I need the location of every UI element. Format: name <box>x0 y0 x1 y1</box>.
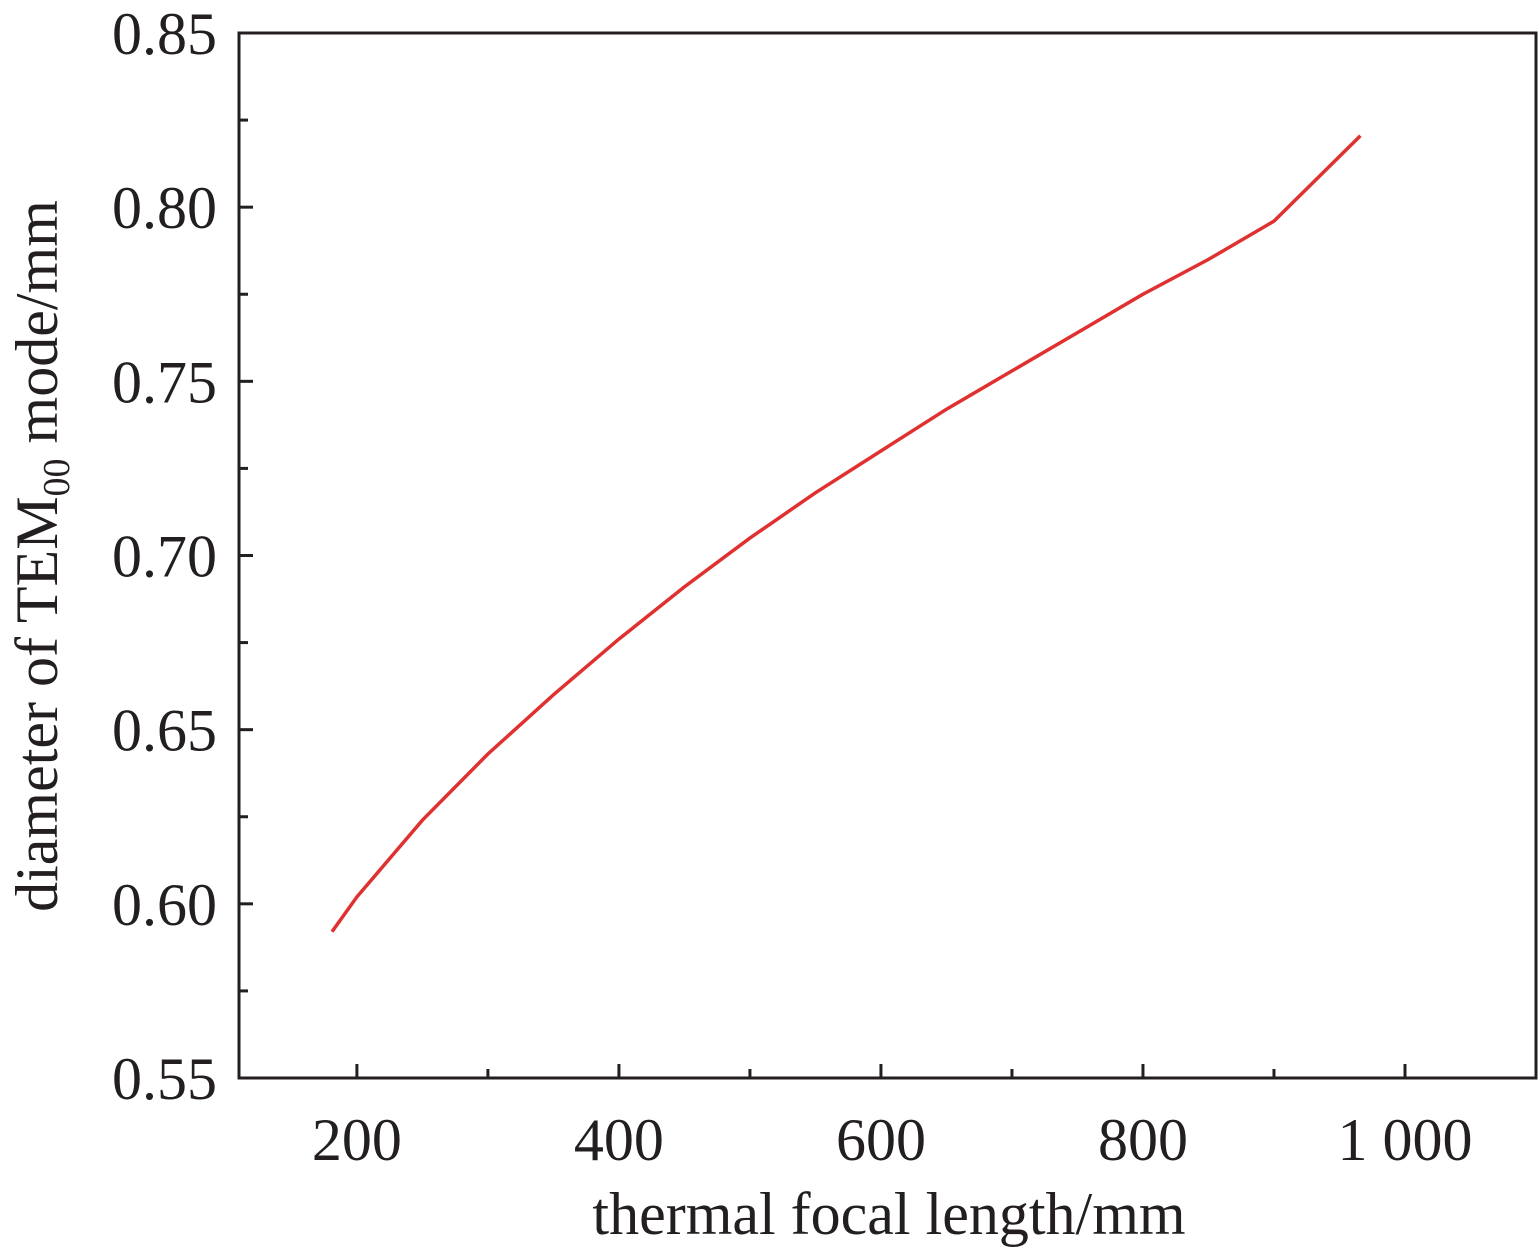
y-tick-label: 0.65 <box>112 698 217 764</box>
y-axis-title: diameter of TEM00 mode/mm <box>4 200 78 912</box>
x-tick-label: 1 000 <box>1337 1107 1472 1173</box>
y-tick-label: 0.75 <box>112 349 217 415</box>
x-tick-label: 600 <box>836 1107 926 1173</box>
y-axis-title-suffix: mode/mm <box>4 200 70 458</box>
x-tick-label: 400 <box>574 1107 664 1173</box>
y-axis-title-prefix: diameter of TEM <box>4 496 70 911</box>
y-tick-label: 0.70 <box>112 524 217 590</box>
y-tick-label: 0.60 <box>112 872 217 938</box>
axis-tick-labels: 200 400 600 800 1 000 0.55 0.60 0.65 0.70 0.75 0.8… <box>112 1 1472 1173</box>
y-tick-label: 0.80 <box>112 175 217 241</box>
x-tick-label: 800 <box>1098 1107 1188 1173</box>
y-axis-title-subscript: 00 <box>36 458 78 496</box>
y-tick-label: 0.85 <box>112 1 217 67</box>
plot-frame <box>237 31 1538 1080</box>
series-line <box>330 134 1362 933</box>
plot-area <box>330 134 1362 933</box>
axes-frame <box>237 31 1538 1080</box>
x-tick-label: 200 <box>312 1107 402 1173</box>
x-axis-title: thermal focal length/mm <box>592 1181 1185 1247</box>
y-tick-label: 0.55 <box>112 1046 217 1112</box>
axis-ticks <box>239 31 1407 1080</box>
